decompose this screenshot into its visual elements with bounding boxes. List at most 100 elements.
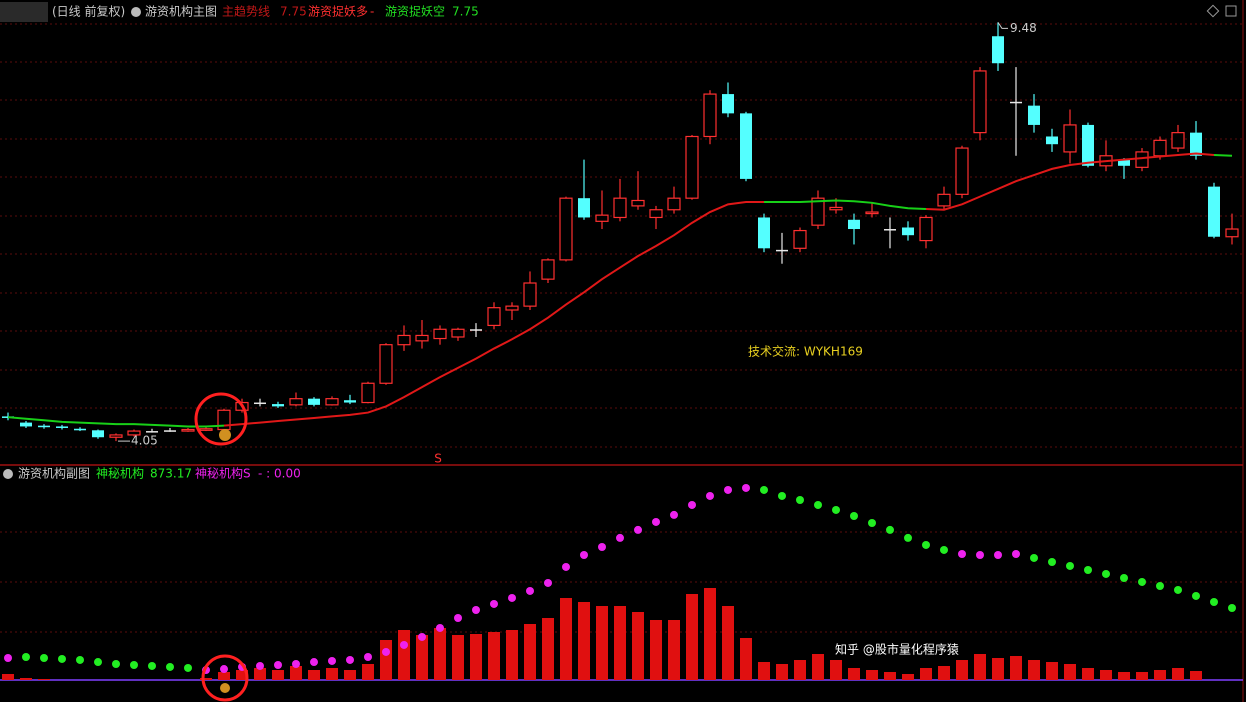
bar [938, 666, 950, 680]
dot [76, 655, 84, 664]
candle-body [559, 197, 573, 261]
bar [596, 606, 608, 680]
candle-body [487, 307, 501, 327]
candle-body [811, 197, 825, 226]
candle-body [308, 398, 320, 405]
bar [1118, 672, 1130, 680]
bar [1010, 656, 1022, 680]
candle-body [541, 259, 555, 280]
dot [58, 654, 66, 663]
dot [40, 653, 48, 662]
candle-body [470, 329, 482, 331]
candle-body [451, 328, 465, 338]
candle-body [685, 135, 699, 199]
bar [488, 632, 500, 680]
main-trend-readout: 7.75 [280, 5, 307, 19]
trend-line [7, 154, 1233, 428]
low-label: 4.05 [131, 434, 158, 448]
dot [1120, 574, 1128, 583]
dot [706, 491, 714, 500]
dot [1210, 598, 1218, 606]
dot [1066, 561, 1074, 570]
expand-icon[interactable] [1206, 4, 1220, 18]
dot [310, 658, 318, 667]
bar [470, 634, 482, 680]
candle-body [1082, 124, 1094, 166]
bar [1028, 660, 1040, 680]
dot [184, 663, 192, 672]
candle-body [505, 305, 519, 311]
candle-body [776, 249, 788, 252]
candle-body [1171, 132, 1185, 149]
dot [364, 652, 372, 661]
bar [992, 658, 1004, 680]
bar [578, 602, 590, 680]
bar [632, 612, 644, 680]
candle-body [973, 70, 987, 134]
green-readout: 873.17 [150, 467, 192, 481]
candle-body [344, 400, 356, 403]
dot [454, 613, 462, 622]
candle-body [848, 219, 860, 230]
window-icon[interactable] [1225, 5, 1237, 17]
magenta-readout: 0.00 [274, 467, 301, 481]
dot [634, 525, 642, 534]
dot [400, 640, 408, 649]
dot [544, 578, 552, 587]
dot [292, 660, 300, 669]
bar [452, 635, 464, 680]
dot [1156, 582, 1164, 591]
dot [1192, 591, 1200, 600]
dot [526, 586, 534, 595]
dot [346, 655, 354, 664]
candle-body [740, 113, 752, 179]
dot [1138, 577, 1146, 586]
candle-body [1046, 136, 1058, 145]
candle-body [272, 404, 284, 407]
bar [884, 672, 896, 680]
indicator-icon[interactable] [3, 469, 13, 479]
bar [272, 670, 284, 680]
contact-note: 技术交流: WYKH169 [748, 344, 863, 359]
candle-body [631, 199, 645, 207]
bar [848, 668, 860, 680]
bar [1136, 672, 1148, 680]
candle-body [613, 197, 627, 219]
candle-body [667, 197, 681, 211]
dot [940, 545, 948, 554]
dot [724, 485, 732, 494]
bar [254, 668, 266, 680]
candle-body [361, 382, 375, 404]
candle-body [722, 94, 734, 114]
candle-body [1118, 159, 1130, 166]
magenta-prefix: - : [258, 467, 270, 481]
dot [688, 500, 696, 509]
bar [812, 654, 824, 680]
candle-body [829, 206, 843, 211]
dot [472, 605, 480, 614]
candle-body [199, 428, 213, 431]
more-readout: - [370, 5, 374, 19]
dot [580, 551, 588, 560]
dot [274, 660, 282, 669]
candle-body [1135, 151, 1149, 168]
dot [130, 660, 138, 669]
blurred-code [0, 2, 48, 22]
candle-body [325, 398, 339, 406]
indicator-icon[interactable] [131, 7, 141, 17]
dot [832, 505, 840, 514]
dot [22, 652, 30, 661]
candle-body [127, 430, 141, 436]
candle-body [181, 428, 195, 432]
dot [760, 485, 768, 494]
bar [344, 670, 356, 680]
indicator-panel [2, 483, 1236, 680]
high-pointer [997, 22, 1008, 29]
candle-body [865, 211, 879, 215]
bar [704, 588, 716, 680]
bar [614, 606, 626, 680]
watermark: 知乎 @股市量化程序猿 [835, 642, 959, 657]
bar [2, 674, 14, 680]
